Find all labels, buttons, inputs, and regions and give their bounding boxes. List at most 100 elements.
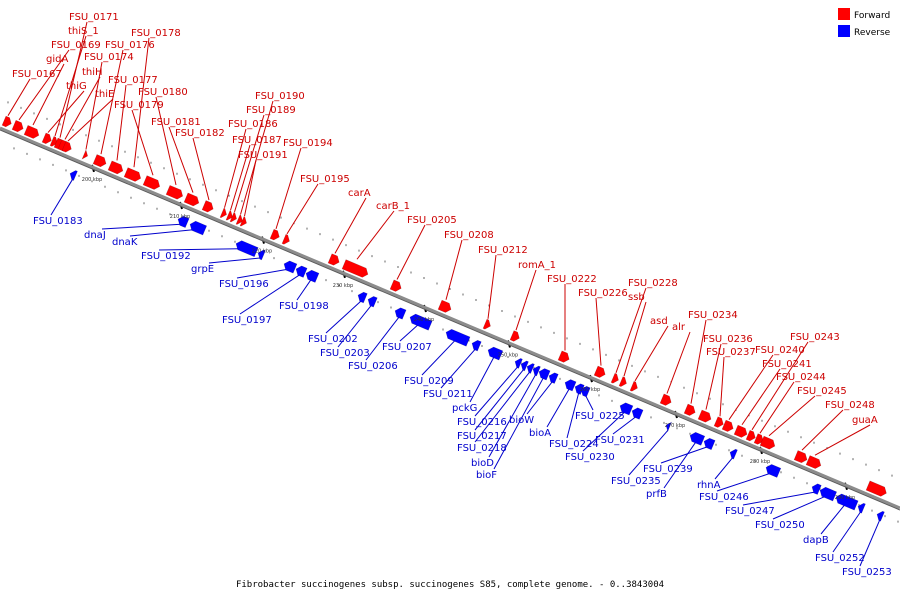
reverse-gene-label: FSU_0207 xyxy=(382,342,432,353)
forward-gene-label: guaA xyxy=(852,415,878,426)
reverse-gene-label: FSU_0198 xyxy=(279,301,329,312)
tick-label: 240 kbp xyxy=(414,317,434,323)
leader-line xyxy=(635,326,668,381)
leader-line xyxy=(287,184,318,234)
gene-body xyxy=(722,420,735,433)
reverse-gene-label: FSU_0218 xyxy=(457,443,507,454)
reverse-gene-arrow xyxy=(513,357,522,369)
gene-body xyxy=(282,234,291,246)
reverse-gene-label: FSU_0197 xyxy=(222,315,272,326)
forward-gene-arrow xyxy=(630,381,639,393)
forward-gene-label: FSU_0244 xyxy=(776,372,826,383)
forward-gene-label: alr xyxy=(672,322,686,333)
reverse-gene-label: FSU_0206 xyxy=(348,361,398,372)
leader-line xyxy=(51,179,73,215)
forward-gene-label: romA_1 xyxy=(518,260,556,271)
gene-body xyxy=(558,351,571,364)
forward-gene-label: FSU_0181 xyxy=(151,117,201,128)
forward-gene-label: thiS_1 xyxy=(68,26,99,37)
forward-gene-label: FSU_0169 xyxy=(51,40,101,51)
legend-forward-swatch xyxy=(838,8,850,20)
tick-label: 210 kbp xyxy=(170,214,190,220)
forward-gene-label: FSU_0171 xyxy=(69,12,119,23)
gene-body xyxy=(356,291,367,303)
leader-line xyxy=(297,278,312,300)
leader-line xyxy=(130,229,198,236)
gene-body xyxy=(764,463,781,478)
reverse-gene-label: dnaJ xyxy=(84,230,106,241)
forward-gene-label: thiH xyxy=(82,67,103,78)
leader-line xyxy=(117,85,126,160)
leader-line xyxy=(516,270,536,330)
forward-gene-label: FSU_0190 xyxy=(255,91,305,102)
gene-body xyxy=(82,150,90,161)
leader-line xyxy=(691,320,706,404)
leader-line xyxy=(769,396,815,436)
forward-gene-arrow xyxy=(660,394,673,407)
gene-body xyxy=(470,339,481,351)
forward-gene-label: FSU_0167 xyxy=(12,69,62,80)
gene-body xyxy=(438,300,453,314)
tick-label: 200 kbp xyxy=(82,177,102,183)
leader-line xyxy=(102,224,183,229)
forward-gene-arrow xyxy=(698,410,713,424)
reverse-gene-label: FSU_0235 xyxy=(611,476,661,487)
gene-body xyxy=(366,295,377,307)
forward-gene-label: FSU_0236 xyxy=(703,334,753,345)
gene-body xyxy=(2,116,13,128)
reverse-gene-label: FSU_0252 xyxy=(815,553,865,564)
forward-gene-label: thiE xyxy=(95,89,114,100)
forward-gene-label: thiG xyxy=(66,81,87,92)
tick-label: 250 kbp xyxy=(498,352,518,358)
reverse-gene-label: FSU_0231 xyxy=(595,435,645,446)
gene-body xyxy=(684,404,697,417)
forward-gene-label: FSU_0195 xyxy=(300,174,350,185)
forward-gene-label: FSU_0179 xyxy=(114,100,164,111)
gene-body xyxy=(270,229,281,241)
leader-line xyxy=(357,211,394,259)
forward-gene-label: carB_1 xyxy=(376,201,410,212)
forward-gene-arrow xyxy=(202,201,215,214)
reverse-gene-label: grpE xyxy=(191,264,214,275)
reverse-gene-label: prfB xyxy=(646,489,667,500)
forward-gene-label: FSU_0208 xyxy=(444,230,494,241)
leader-line xyxy=(717,472,773,491)
forward-gene-arrow xyxy=(93,155,108,169)
leader-line xyxy=(209,258,261,263)
leader-line xyxy=(667,332,690,394)
leader-line xyxy=(159,249,247,250)
leader-line xyxy=(326,300,362,333)
gene-body xyxy=(510,331,521,343)
reverse-gene-label: FSU_0192 xyxy=(141,251,191,262)
gene-body xyxy=(698,410,713,424)
reverse-gene-label: FSU_0217 xyxy=(457,431,507,442)
leader-line xyxy=(245,160,257,216)
forward-gene-arrow xyxy=(390,280,403,293)
leader-line xyxy=(237,269,290,278)
forward-gene-label: FSU_0243 xyxy=(790,332,840,343)
forward-gene-label: FSU_0240 xyxy=(755,345,805,356)
leader-line xyxy=(132,110,153,175)
reverse-gene-label: FSU_0183 xyxy=(33,216,83,227)
forward-gene-label: gidA xyxy=(46,54,68,65)
reverse-gene-label: FSU_0202 xyxy=(308,334,358,345)
forward-gene-label: FSU_0180 xyxy=(138,87,188,98)
legend: Forward Reverse xyxy=(838,8,891,38)
gene-body xyxy=(12,120,25,133)
leader-line xyxy=(397,225,425,280)
forward-gene-label: FSU_0176 xyxy=(105,40,155,51)
gene-body xyxy=(444,328,470,347)
leader-line xyxy=(624,302,646,376)
reverse-gene-label: bioA xyxy=(529,428,551,439)
reverse-gene-label: FSU_0209 xyxy=(404,376,454,387)
leader-line xyxy=(8,79,30,116)
gene-body xyxy=(856,502,865,514)
forward-gene-arrow xyxy=(2,116,13,128)
forward-gene-label: FSU_0248 xyxy=(825,400,875,411)
legend-reverse-swatch xyxy=(838,25,850,37)
forward-gene-label: FSU_0228 xyxy=(628,278,678,289)
forward-gene-label: FSU_0186 xyxy=(228,119,278,130)
tick-label: 260 kbp xyxy=(580,387,600,393)
reverse-gene-label: FSU_0196 xyxy=(219,279,269,290)
leader-line xyxy=(488,255,496,319)
